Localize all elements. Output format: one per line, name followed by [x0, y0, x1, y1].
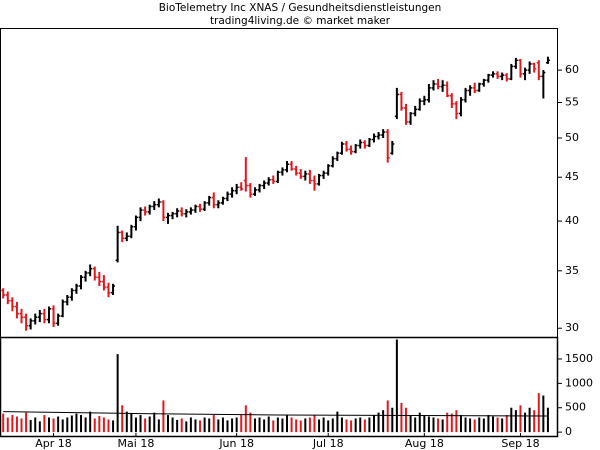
volume-average-line [3, 411, 548, 417]
x-tick-label: Mai 18 [118, 437, 155, 450]
x-tick-label: Aug 18 [405, 437, 444, 450]
y-tick-label: 55 [565, 95, 579, 108]
y-tick-label: 40 [565, 214, 579, 227]
y2-tick-label: 0 [565, 425, 572, 438]
x-tick-label: Apr 18 [35, 437, 72, 450]
y2-tick-label: 500 [565, 401, 586, 414]
y-tick-label: 60 [565, 63, 579, 76]
x-tick-label: Jun 18 [218, 437, 254, 450]
chart-subtitle: trading4living.de © market maker [210, 15, 391, 27]
x-tick-label: Sep 18 [501, 437, 539, 450]
y2-tick-label: 1000 [565, 376, 593, 389]
y-tick-label: 35 [565, 264, 579, 277]
volume-frame [0, 336, 559, 438]
y-tick-label: 45 [565, 170, 579, 183]
y-tick-label: 50 [565, 131, 579, 144]
y-tick-label: 30 [565, 321, 579, 334]
chart-title: BioTelemetry Inc XNAS / Gesundheitsdiens… [159, 2, 442, 14]
y2-tick-label: 1500 [565, 352, 593, 365]
x-tick-label: Jul 18 [312, 437, 344, 450]
